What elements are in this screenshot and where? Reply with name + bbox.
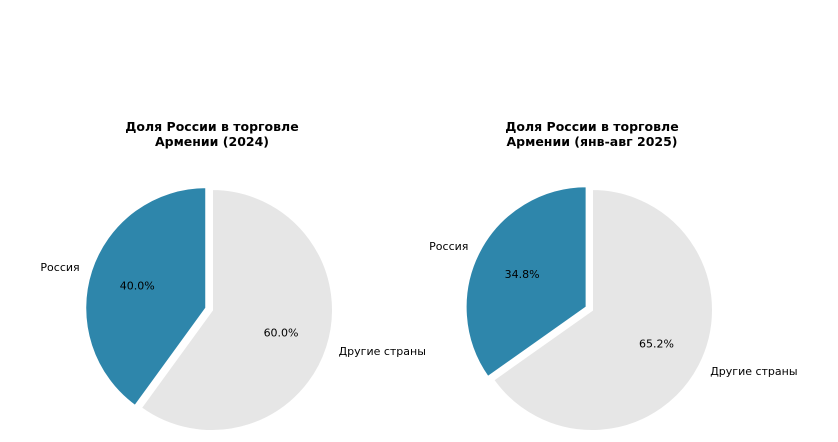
chart-title: Доля России в торговле xyxy=(505,119,678,134)
chart-title: Армении (2024) xyxy=(155,134,269,149)
chart-title: Доля России в торговле xyxy=(125,119,298,134)
pie-slice-russia xyxy=(84,186,208,408)
slice-percent-label: 60.0% xyxy=(264,326,299,339)
pie-slice-other xyxy=(139,187,334,432)
slice-label: Другие страны xyxy=(710,365,797,378)
chart-title: Армении (янв-авг 2025) xyxy=(506,134,677,149)
slice-label: Другие страны xyxy=(339,345,426,358)
slice-label: Россия xyxy=(429,240,468,253)
slice-percent-label: 65.2% xyxy=(639,337,674,350)
pie-slice-russia xyxy=(464,185,588,379)
slice-percent-label: 34.8% xyxy=(505,268,540,281)
slice-label: Россия xyxy=(40,261,79,274)
pie-slice-other xyxy=(491,187,714,432)
slice-percent-label: 40.0% xyxy=(120,280,155,293)
